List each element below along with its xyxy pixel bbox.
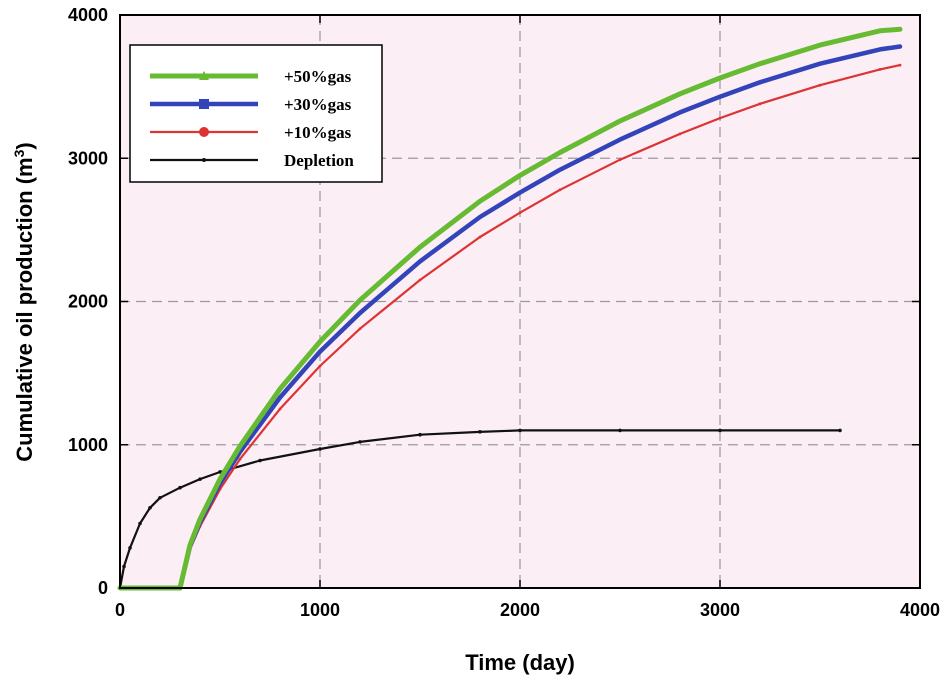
data-point-50gas — [898, 27, 902, 31]
data-point-50gas — [758, 62, 762, 66]
data-point-depletion — [198, 477, 202, 481]
data-point-10gas — [878, 68, 882, 71]
data-point-depletion — [358, 440, 362, 444]
data-point-50gas — [878, 29, 882, 33]
data-point-depletion — [838, 428, 842, 433]
data-point-depletion — [158, 495, 162, 500]
data-point-50gas — [198, 517, 202, 521]
legend-label-50gas: +50%gas — [284, 67, 352, 86]
data-point-30gas — [618, 138, 622, 142]
data-point-10gas — [898, 63, 902, 67]
tick-labels: 0 1000 2000 3000 4000 0 1000 2000 3000 4000 — [68, 5, 940, 620]
data-point-depletion — [178, 485, 182, 490]
data-point-30gas — [718, 95, 722, 99]
data-point-30gas — [818, 62, 822, 66]
legend-label-depletion: Depletion — [284, 151, 354, 170]
data-point-10gas — [238, 457, 242, 461]
data-point-30gas — [758, 80, 762, 84]
legend: +50%gas +30%gas +10%gas Depletion — [129, 44, 383, 183]
x-tick-label: 1000 — [300, 600, 340, 620]
series-line-50gas — [117, 26, 903, 591]
data-point-50gas — [518, 174, 522, 177]
x-tick-label: 3000 — [700, 600, 740, 620]
data-point-50gas — [278, 387, 282, 391]
legend-marker-depletion — [202, 158, 206, 162]
x-tick-label: 0 — [115, 600, 125, 620]
ticks — [119, 14, 921, 589]
y-tick-label: 0 — [98, 578, 108, 598]
y-tick-label: 3000 — [68, 148, 108, 168]
data-point-10gas — [278, 407, 282, 411]
data-point-10gas — [618, 158, 622, 162]
data-point-depletion — [718, 428, 722, 433]
data-point-50gas — [618, 119, 622, 123]
data-point-10gas — [718, 116, 722, 120]
legend-marker-30gas — [199, 99, 209, 109]
series-layer — [117, 26, 903, 591]
data-point-30gas — [278, 396, 282, 399]
data-point-10gas — [358, 327, 362, 331]
y-axis-title-main: Cumulative oil production (m — [12, 157, 37, 461]
y-axis-title: Cumulative oil production (m3) — [11, 142, 37, 461]
series-line-depletion — [118, 429, 842, 590]
legend-marker-10gas — [199, 127, 209, 137]
data-point-30gas — [478, 215, 482, 219]
data-point-50gas — [188, 543, 192, 547]
data-point-depletion — [518, 428, 522, 433]
y-axis-title-close: ) — [12, 142, 37, 149]
data-point-30gas — [898, 45, 902, 48]
y-tick-label: 1000 — [68, 435, 108, 455]
data-point-depletion — [258, 458, 262, 463]
data-point-30gas — [878, 47, 882, 51]
data-point-30gas — [518, 191, 522, 195]
data-point-50gas — [358, 298, 362, 302]
data-point-10gas — [678, 132, 682, 136]
legend-marker-50gas — [199, 71, 209, 80]
data-point-50gas — [718, 76, 722, 80]
data-point-depletion — [478, 430, 482, 434]
legend-label-10gas: +10%gas — [284, 123, 352, 142]
data-point-50gas — [678, 92, 682, 96]
data-point-50gas — [238, 444, 242, 448]
y-axis-title-superscript: 3 — [11, 149, 27, 157]
data-point-50gas — [418, 245, 422, 249]
y-tick-label: 2000 — [68, 292, 108, 312]
data-point-depletion — [148, 505, 152, 510]
legend-label-30gas: +30%gas — [284, 95, 352, 114]
data-point-30gas — [558, 168, 562, 172]
data-point-50gas — [558, 151, 562, 154]
data-point-50gas — [318, 340, 322, 344]
data-point-10gas — [478, 235, 482, 239]
data-point-depletion — [318, 447, 322, 451]
x-tick-label: 2000 — [500, 600, 540, 620]
data-point-50gas — [818, 43, 822, 47]
data-point-10gas — [818, 83, 822, 87]
y-tick-label: 4000 — [68, 5, 108, 25]
data-point-depletion — [418, 432, 422, 437]
data-point-30gas — [418, 259, 422, 263]
data-point-50gas — [218, 477, 222, 481]
data-point-30gas — [318, 350, 322, 354]
data-point-10gas — [518, 211, 522, 215]
x-axis-title: Time (day) — [465, 650, 575, 675]
data-point-30gas — [678, 111, 682, 114]
data-point-depletion — [122, 564, 126, 569]
data-point-10gas — [758, 102, 762, 106]
data-point-depletion — [138, 521, 142, 526]
data-point-depletion — [128, 546, 132, 550]
data-point-50gas — [478, 199, 482, 203]
data-point-10gas — [558, 188, 562, 192]
data-point-10gas — [418, 278, 422, 282]
x-tick-label: 4000 — [900, 600, 940, 620]
data-point-30gas — [358, 311, 362, 315]
data-point-depletion — [618, 428, 622, 433]
data-point-10gas — [318, 364, 322, 368]
